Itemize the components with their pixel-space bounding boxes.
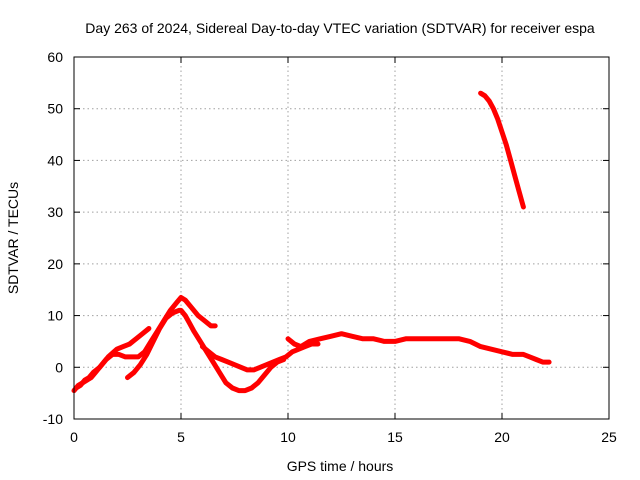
x-tick-label: 15: [387, 429, 403, 445]
y-tick-label: 60: [47, 49, 63, 65]
x-tick-label: 5: [177, 429, 185, 445]
y-tick-label: -10: [43, 411, 63, 427]
x-axis-label: GPS time / hours: [287, 458, 394, 474]
data-series-arc-3: [125, 307, 287, 394]
x-tick-label: 25: [601, 429, 617, 445]
x-tick-label: 20: [494, 429, 510, 445]
data-series-arc-5: [285, 331, 552, 365]
grid-layer: [74, 57, 609, 419]
plot-frame: [73, 56, 610, 420]
y-tick-label: 10: [47, 308, 63, 324]
chart-title: Day 263 of 2024, Sidereal Day-to-day VTE…: [85, 20, 595, 36]
y-tick-label: 40: [47, 152, 63, 168]
data-series-arc-2: [73, 295, 218, 391]
data-series-arc-6: [478, 90, 526, 210]
y-tick-label: 0: [55, 359, 63, 375]
y-tick-label: 50: [47, 101, 63, 117]
y-tick-label: 20: [47, 256, 63, 272]
y-tick-label: 30: [47, 204, 63, 220]
x-tick-label: 10: [280, 429, 296, 445]
tick-layer: 0 5 10 15 20 25 -10 0 10 20 30 40 50 60: [43, 49, 617, 445]
series-layer: [71, 90, 552, 394]
y-axis-label: SDTVAR / TECUs: [5, 182, 21, 294]
x-tick-label: 0: [70, 429, 78, 445]
data-series-arc-4: [199, 341, 321, 373]
